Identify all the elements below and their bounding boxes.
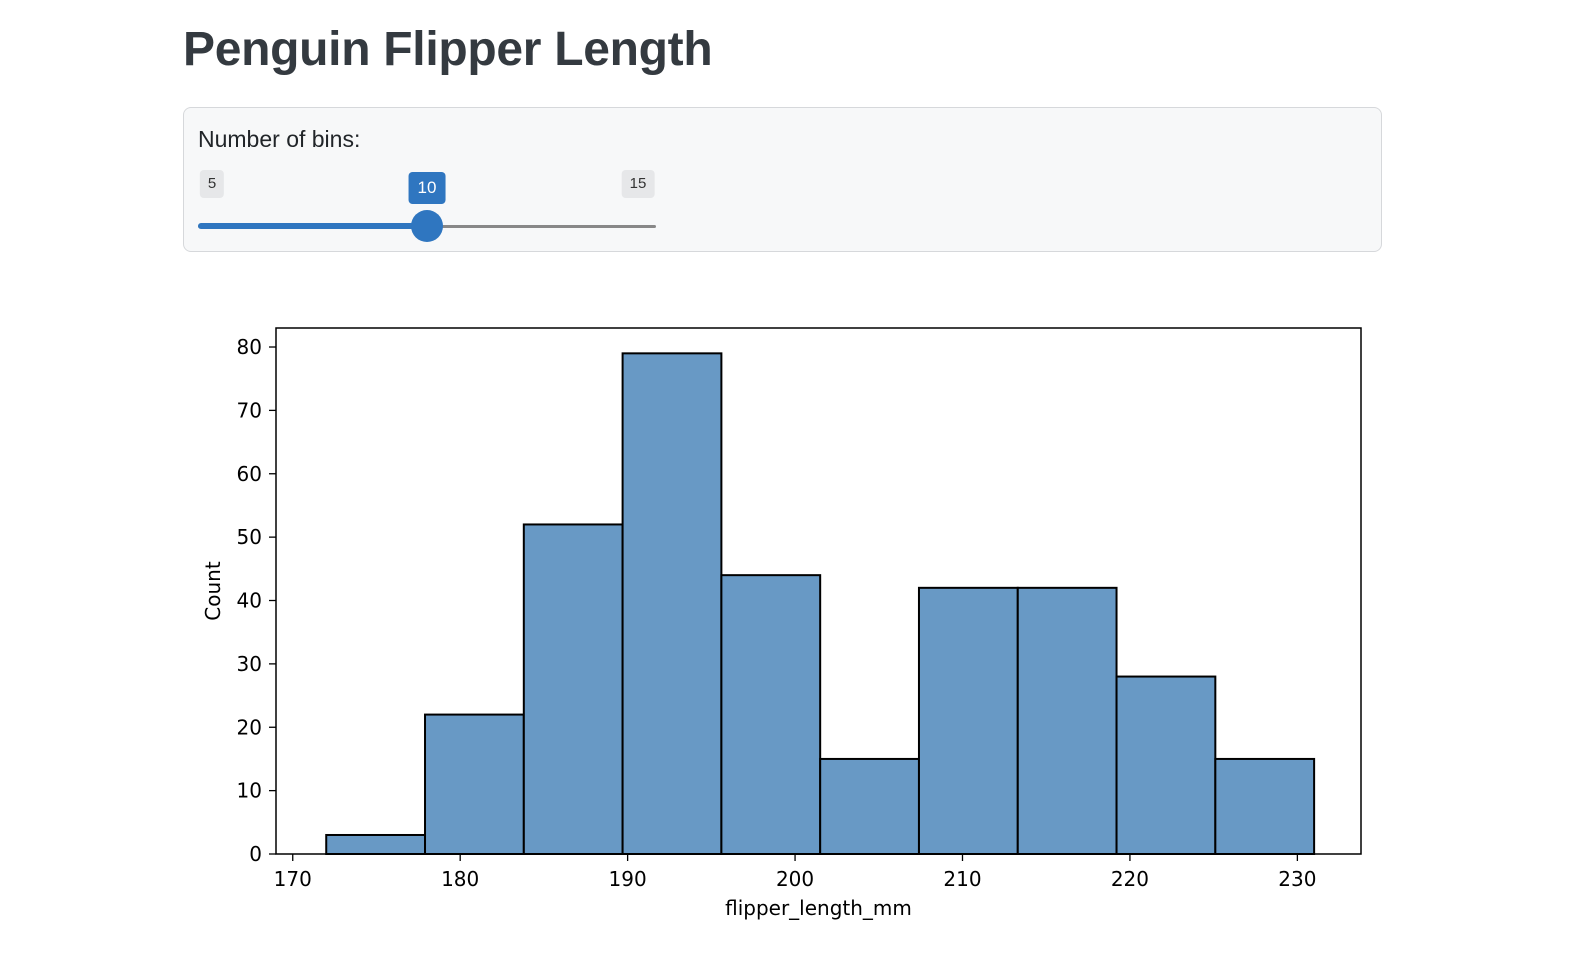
histogram-bar xyxy=(917,586,1019,855)
y-tick-label: 50 xyxy=(237,525,262,549)
bins-slider-label: Number of bins: xyxy=(198,126,361,152)
histogram-bar xyxy=(819,757,920,855)
bars-layer xyxy=(325,352,1316,856)
slider-value-label: 10 xyxy=(408,172,446,204)
x-tick-label: 190 xyxy=(609,867,647,891)
histogram-bar xyxy=(720,574,822,855)
y-axis-label: Count xyxy=(201,561,225,621)
bins-slider[interactable]: 5 10 15 xyxy=(198,170,658,242)
controls-panel: Number of bins: 5 10 15 xyxy=(183,107,1382,252)
histogram-svg: 170 180 190 200 210 220 230 01020304050607080 … xyxy=(201,327,1362,920)
slider-max-label: 15 xyxy=(621,170,655,198)
histogram-bar xyxy=(522,523,624,855)
x-tick-label: 170 xyxy=(274,867,312,891)
slider-fill xyxy=(198,223,427,229)
histogram-bar xyxy=(325,833,427,856)
histogram-bar xyxy=(1214,757,1316,855)
y-tick-label: 70 xyxy=(237,398,262,422)
y-tick-label: 80 xyxy=(237,335,262,359)
histogram-bar xyxy=(1115,675,1217,856)
x-axis: 170 180 190 200 210 220 230 xyxy=(274,854,1316,891)
x-tick-label: 180 xyxy=(441,867,479,891)
x-axis-label: flipper_length_mm xyxy=(725,896,912,920)
page-title: Penguin Flipper Length xyxy=(183,23,713,76)
slider-min-label: 5 xyxy=(199,170,225,198)
histogram-bar xyxy=(424,713,525,855)
y-tick-label: 40 xyxy=(237,589,262,613)
x-tick-label: 230 xyxy=(1278,867,1316,891)
y-tick-label: 10 xyxy=(237,779,262,803)
y-axis: 0 10 20 30 40 50 60 70 80 xyxy=(237,335,276,866)
y-tick-label: 20 xyxy=(237,715,262,739)
x-tick-label: 200 xyxy=(776,867,814,891)
histogram-plot: 170 180 190 200 210 220 230 0 10 20 30 40 50 60 70 80 … xyxy=(190,300,1390,940)
x-tick-label: 220 xyxy=(1111,867,1149,891)
y-tick-label: 60 xyxy=(237,462,262,486)
x-tick-label: 210 xyxy=(943,867,981,891)
plot-frame xyxy=(275,327,1362,855)
histogram-bar xyxy=(621,352,723,855)
y-tick-label: 0 xyxy=(249,842,262,866)
slider-thumb[interactable] xyxy=(411,210,443,242)
y-tick-label: 30 xyxy=(237,652,262,676)
histogram-bar xyxy=(1016,586,1118,855)
